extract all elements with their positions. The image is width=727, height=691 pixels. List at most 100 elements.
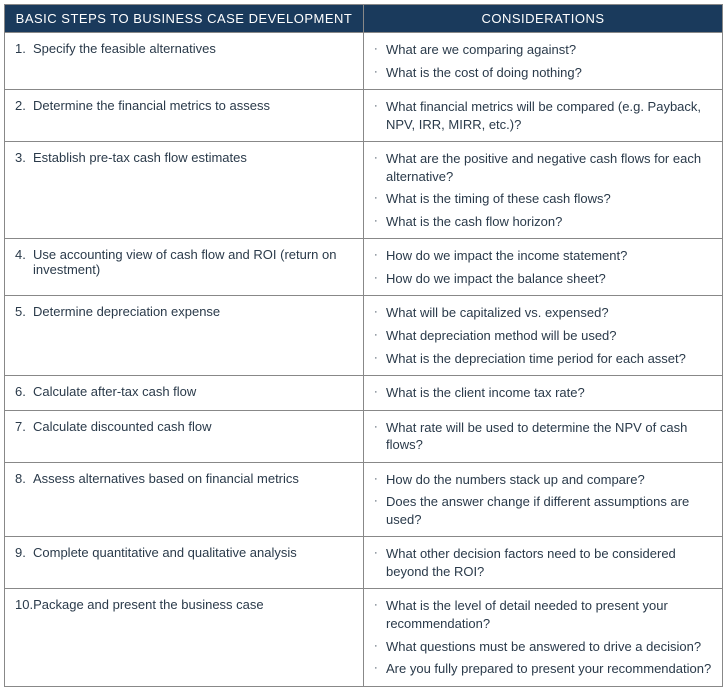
list-item: ·How do we impact the income statement? (374, 247, 712, 265)
considerations-cell: ·What are the positive and negative cash… (364, 142, 723, 239)
consideration-text: What is the level of detail needed to pr… (386, 597, 712, 632)
step-number: 10. (15, 597, 33, 612)
bullet-icon: · (374, 471, 386, 487)
bullet-icon: · (374, 597, 386, 613)
list-item: ·What will be capitalized vs. expensed? (374, 304, 712, 322)
bullet-icon: · (374, 150, 386, 166)
header-considerations: CONSIDERATIONS (364, 5, 723, 33)
table-row: 10.Package and present the business case… (5, 589, 723, 686)
considerations-cell: ·What is the client income tax rate? (364, 376, 723, 411)
consideration-text: What is the client income tax rate? (386, 384, 712, 402)
table-row: 8.Assess alternatives based on financial… (5, 462, 723, 537)
considerations-cell: ·What will be capitalized vs. expensed?·… (364, 296, 723, 376)
consideration-text: What other decision factors need to be c… (386, 545, 712, 580)
list-item: ·What financial metrics will be compared… (374, 98, 712, 133)
step-number: 8. (15, 471, 33, 486)
step-number: 6. (15, 384, 33, 399)
considerations-list: ·How do the numbers stack up and compare… (374, 471, 712, 529)
considerations-list: ·What other decision factors need to be … (374, 545, 712, 580)
list-item: ·What is the client income tax rate? (374, 384, 712, 402)
consideration-text: What questions must be answered to drive… (386, 638, 712, 656)
considerations-list: ·How do we impact the income statement?·… (374, 247, 712, 287)
considerations-list: ·What are we comparing against? ·What is … (374, 41, 712, 81)
header-row: BASIC STEPS TO BUSINESS CASE DEVELOPMENT… (5, 5, 723, 33)
list-item: ·What depreciation method will be used? (374, 327, 712, 345)
consideration-text: What is the cost of doing nothing? (386, 64, 712, 82)
business-case-table: BASIC STEPS TO BUSINESS CASE DEVELOPMENT… (4, 4, 723, 687)
list-item: ·What is the cost of doing nothing? (374, 64, 712, 82)
list-item: ·What are the positive and negative cash… (374, 150, 712, 185)
step-cell: 5.Determine depreciation expense (5, 296, 364, 376)
bullet-icon: · (374, 270, 386, 286)
step-cell: 2.Determine the financial metrics to ass… (5, 90, 364, 142)
considerations-cell: ·How do the numbers stack up and compare… (364, 462, 723, 537)
table-row: 1.Specify the feasible alternatives·What… (5, 33, 723, 90)
step-number: 5. (15, 304, 33, 319)
step-cell: 7.Calculate discounted cash flow (5, 410, 364, 462)
consideration-text: How do we impact the balance sheet? (386, 270, 712, 288)
considerations-cell: ·What rate will be used to determine the… (364, 410, 723, 462)
step-cell: 6.Calculate after-tax cash flow (5, 376, 364, 411)
consideration-text: How do we impact the income statement? (386, 247, 712, 265)
considerations-cell: ·What financial metrics will be compared… (364, 90, 723, 142)
list-item: ·Are you fully prepared to present your … (374, 660, 712, 678)
consideration-text: What is the cash flow horizon? (386, 213, 712, 231)
table-body: 1.Specify the feasible alternatives·What… (5, 33, 723, 687)
list-item: ·What rate will be used to determine the… (374, 419, 712, 454)
list-item: ·What is the timing of these cash flows? (374, 190, 712, 208)
step-text: Calculate after-tax cash flow (33, 384, 353, 399)
bullet-icon: · (374, 98, 386, 114)
step-number: 3. (15, 150, 33, 165)
consideration-text: What rate will be used to determine the … (386, 419, 712, 454)
bullet-icon: · (374, 638, 386, 654)
consideration-text: Does the answer change if different assu… (386, 493, 712, 528)
step-cell: 9.Complete quantitative and qualitative … (5, 537, 364, 589)
list-item: ·What other decision factors need to be … (374, 545, 712, 580)
step-number: 1. (15, 41, 33, 56)
step-cell: 3.Establish pre-tax cash flow estimates (5, 142, 364, 239)
table-row: 4.Use accounting view of cash flow and R… (5, 239, 723, 296)
step-text: Determine depreciation expense (33, 304, 353, 319)
step-text: Specify the feasible alternatives (33, 41, 353, 56)
considerations-list: ·What rate will be used to determine the… (374, 419, 712, 454)
consideration-text: What financial metrics will be compared … (386, 98, 712, 133)
step-text: Use accounting view of cash flow and ROI… (33, 247, 353, 277)
bullet-icon: · (374, 350, 386, 366)
step-text: Package and present the business case (33, 597, 353, 612)
consideration-text: What is the timing of these cash flows? (386, 190, 712, 208)
consideration-text: What are we comparing against? (386, 41, 712, 59)
header-steps: BASIC STEPS TO BUSINESS CASE DEVELOPMENT (5, 5, 364, 33)
considerations-list: ·What are the positive and negative cash… (374, 150, 712, 230)
consideration-text: What is the depreciation time period for… (386, 350, 712, 368)
bullet-icon: · (374, 660, 386, 676)
step-text: Establish pre-tax cash flow estimates (33, 150, 353, 165)
list-item: ·Does the answer change if different ass… (374, 493, 712, 528)
bullet-icon: · (374, 247, 386, 263)
list-item: ·How do the numbers stack up and compare… (374, 471, 712, 489)
step-number: 9. (15, 545, 33, 560)
list-item: ·What is the level of detail needed to p… (374, 597, 712, 632)
step-cell: 1.Specify the feasible alternatives (5, 33, 364, 90)
bullet-icon: · (374, 41, 386, 57)
table-row: 3.Establish pre-tax cash flow estimates ·… (5, 142, 723, 239)
step-text: Assess alternatives based on financial m… (33, 471, 353, 486)
consideration-text: What depreciation method will be used? (386, 327, 712, 345)
considerations-list: ·What financial metrics will be compared… (374, 98, 712, 133)
considerations-cell: ·What is the level of detail needed to p… (364, 589, 723, 686)
step-cell: 4.Use accounting view of cash flow and R… (5, 239, 364, 296)
considerations-cell: ·How do we impact the income statement?·… (364, 239, 723, 296)
list-item: ·What is the cash flow horizon? (374, 213, 712, 231)
bullet-icon: · (374, 327, 386, 343)
bullet-icon: · (374, 213, 386, 229)
considerations-list: ·What will be capitalized vs. expensed?·… (374, 304, 712, 367)
step-text: Calculate discounted cash flow (33, 419, 353, 434)
step-text: Complete quantitative and qualitative an… (33, 545, 353, 560)
considerations-list: ·What is the client income tax rate? (374, 384, 712, 402)
consideration-text: Are you fully prepared to present your r… (386, 660, 712, 678)
table-row: 9.Complete quantitative and qualitative … (5, 537, 723, 589)
considerations-cell: ·What are we comparing against? ·What is … (364, 33, 723, 90)
bullet-icon: · (374, 545, 386, 561)
bullet-icon: · (374, 304, 386, 320)
bullet-icon: · (374, 419, 386, 435)
step-cell: 8.Assess alternatives based on financial… (5, 462, 364, 537)
